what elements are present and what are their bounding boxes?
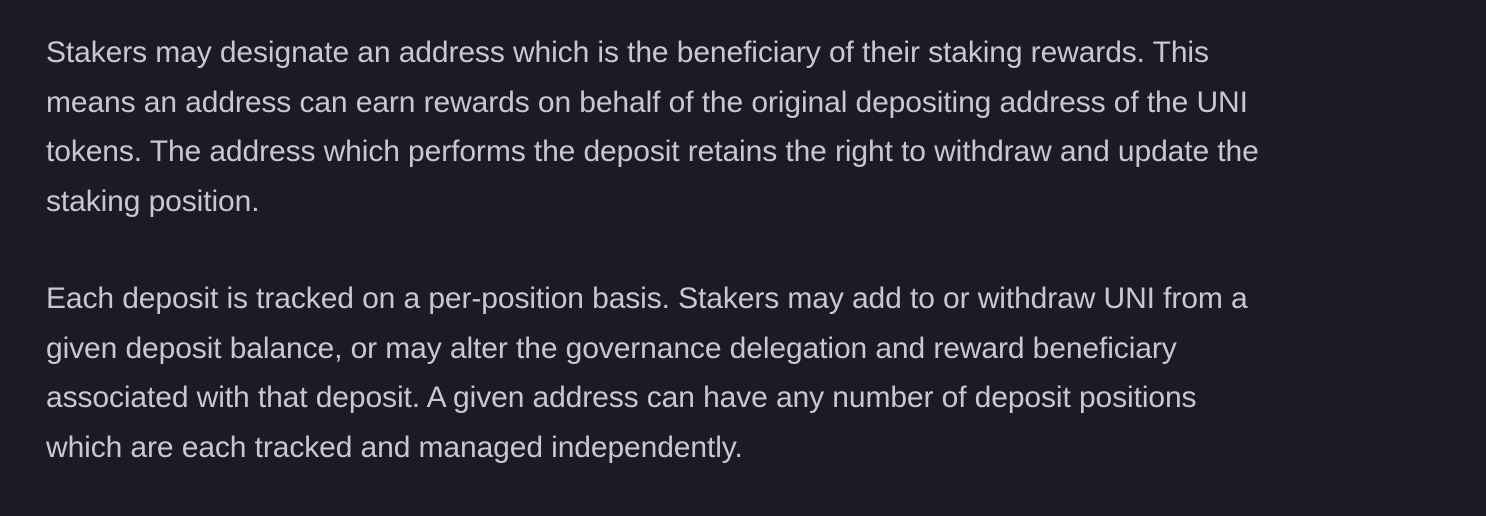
article-content: Stakers may designate an address which i… <box>46 28 1476 472</box>
text-line: given deposit balance, or may alter the … <box>46 331 1177 365</box>
paragraph-deposits: Each deposit is tracked on a per-positio… <box>46 274 1476 472</box>
text-line: Stakers may designate an address which i… <box>46 36 1209 69</box>
text-line: tokens. The address which performs the d… <box>46 135 1259 168</box>
text-line: Each deposit is tracked on a per-positio… <box>46 282 1248 315</box>
paragraph-beneficiary: Stakers may designate an address which i… <box>46 28 1476 226</box>
text-line: means an address can earn rewards on beh… <box>46 85 1248 119</box>
text-line: which are each tracked and managed indep… <box>46 430 743 464</box>
text-line: staking position. <box>46 184 260 218</box>
text-line: associated with that deposit. A given ad… <box>46 381 1197 414</box>
